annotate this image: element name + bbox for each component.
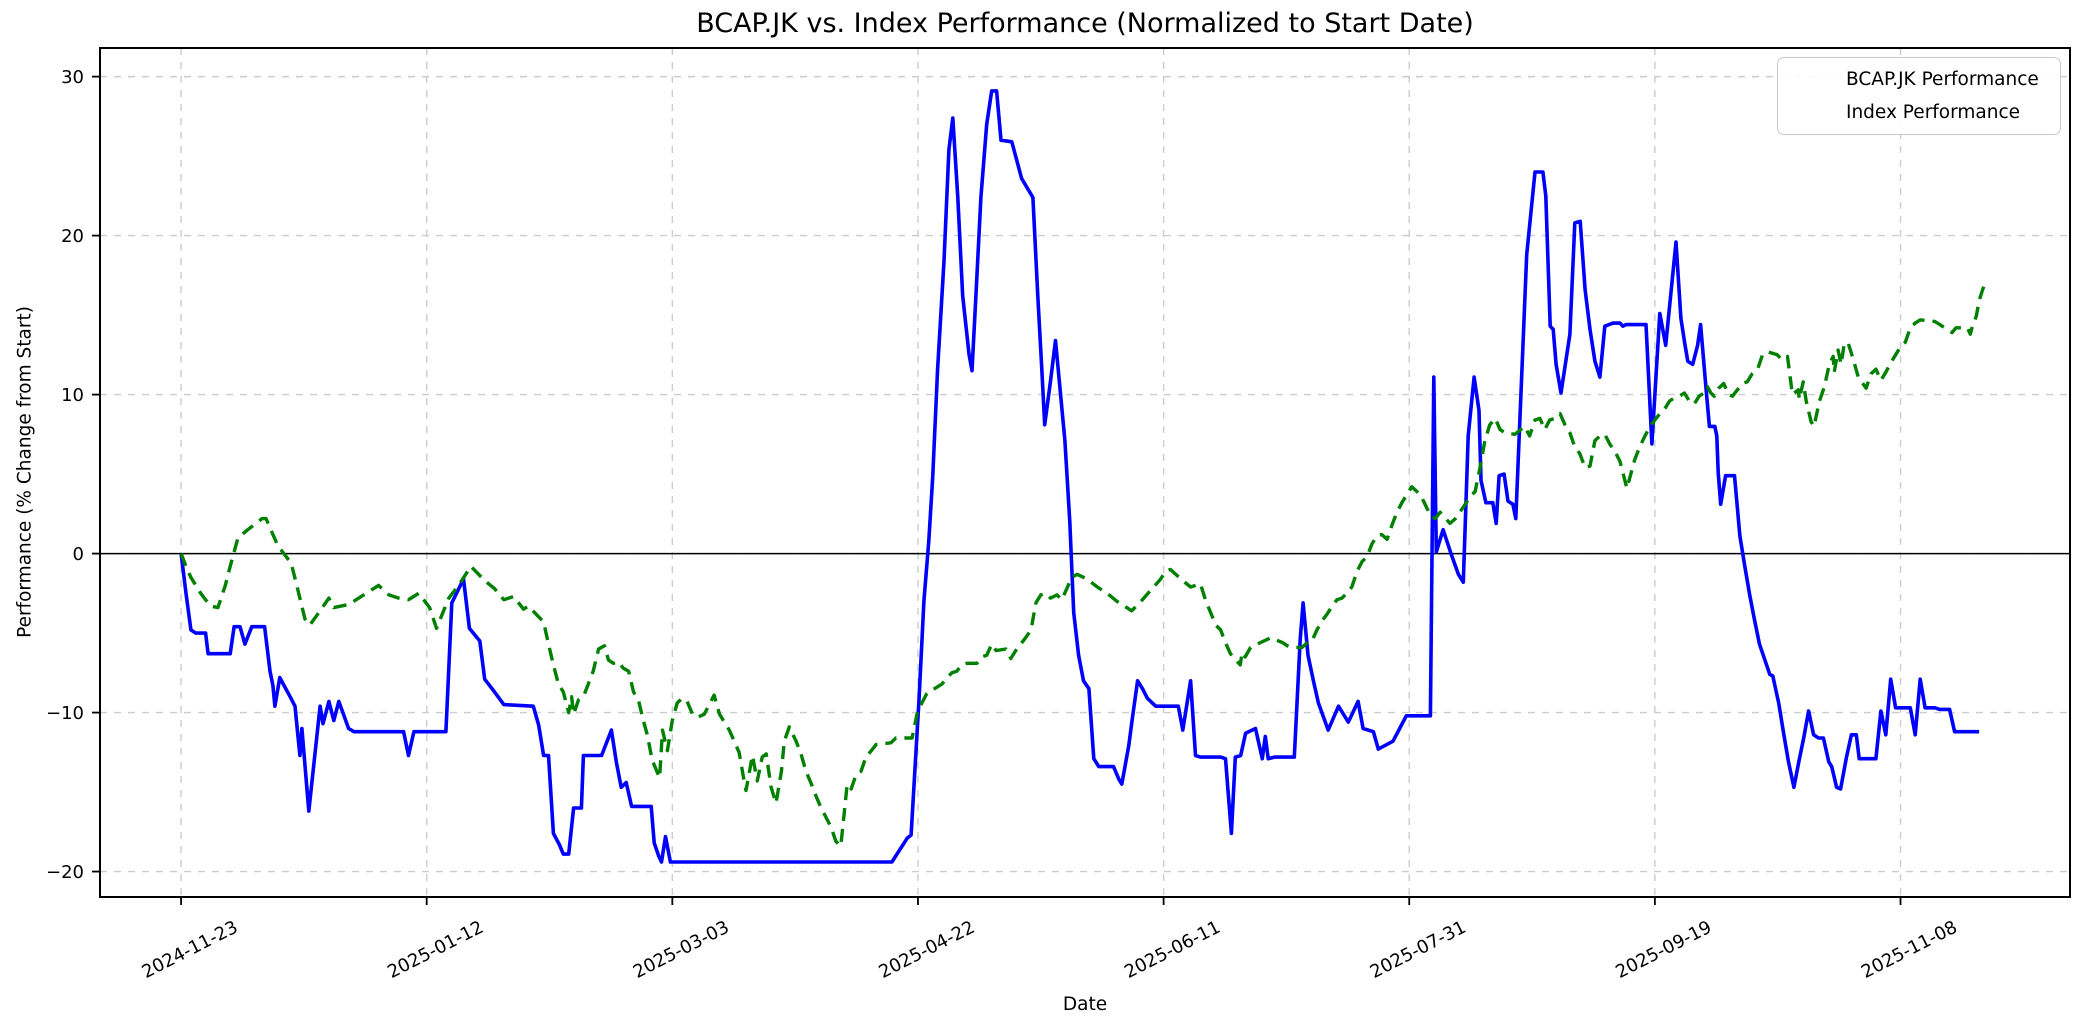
x-axis-label: Date: [1062, 994, 1108, 1015]
x-tick-label: 2025-04-22: [875, 917, 978, 983]
y-tick-label: −10: [46, 703, 84, 724]
y-tick-label: 20: [61, 226, 84, 247]
x-tick-label: 2025-07-31: [1367, 917, 1470, 983]
x-tick-label: 2025-03-03: [630, 917, 733, 983]
legend-label-bcap: BCAP.JK Performance: [1846, 69, 2039, 90]
y-tick-label: 0: [73, 544, 84, 565]
legend-entry-bcap: BCAP.JK Performance: [1790, 66, 2046, 93]
bcap-jk-performance-line: [179, 89, 1980, 864]
index-performance-line: [179, 282, 1987, 848]
y-tick-label: −20: [46, 862, 84, 883]
x-tick-label: 2024-11-23: [139, 917, 242, 983]
chart-title: BCAP.JK vs. Index Performance (Normalize…: [696, 8, 1474, 39]
x-tick-label: 2025-11-08: [1858, 917, 1961, 983]
legend-label-index: Index Performance: [1846, 102, 2021, 123]
legend-entry-index: Index Performance: [1790, 99, 2046, 126]
x-tick-label: 2025-06-11: [1121, 917, 1224, 983]
x-tick-label: 2025-09-19: [1612, 917, 1715, 983]
x-tick-label: 2025-01-12: [384, 917, 487, 983]
y-tick-label: 30: [61, 67, 84, 88]
y-tick-label: 10: [61, 385, 84, 406]
axes-spines: [99, 47, 2071, 898]
legend: BCAP.JK Performance Index Performance: [1777, 57, 2061, 135]
